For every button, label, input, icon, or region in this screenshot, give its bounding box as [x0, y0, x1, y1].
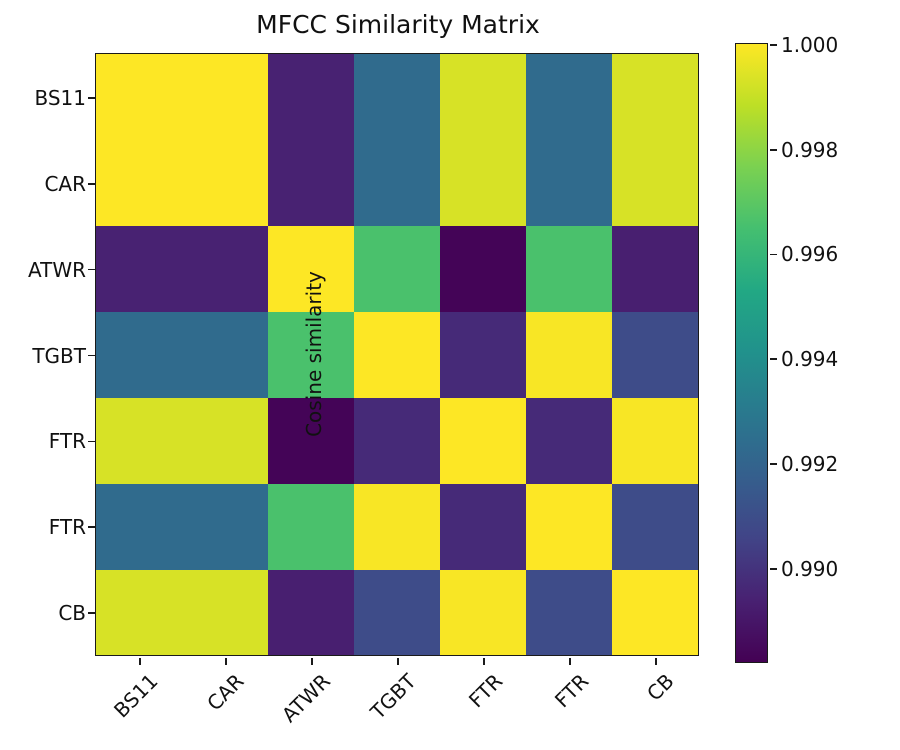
x-axis-tick-label: FTR — [463, 669, 507, 713]
heatmap-cell — [612, 140, 699, 227]
x-axis-tick-label: CB — [642, 669, 679, 706]
x-axis-tick-label: BS11 — [109, 669, 163, 723]
y-tick-mark — [88, 182, 96, 185]
y-tick-mark — [88, 268, 96, 271]
heatmap-cell — [182, 140, 269, 227]
colorbar-tick-label: 1.000 — [781, 33, 839, 57]
x-tick-mark — [225, 657, 227, 665]
y-axis-tick-label: ATWR — [27, 257, 86, 282]
colorbar-label: Cosine similarity — [302, 271, 326, 437]
colorbar-gradient — [736, 44, 768, 663]
heatmap-cell — [612, 569, 699, 656]
heatmap-cell — [612, 397, 699, 484]
colorbar-tick-label: 0.992 — [781, 451, 839, 476]
heatmap-cell — [440, 54, 527, 141]
heatmap-cell — [268, 483, 355, 570]
colorbar-tick-mark — [769, 44, 777, 46]
y-axis-tick-label: FTR — [48, 515, 86, 540]
x-tick-mark — [397, 657, 399, 665]
x-tick-mark — [569, 657, 571, 665]
colorbar-tick-label: 0.990 — [781, 556, 839, 581]
heatmap-cell — [182, 483, 269, 570]
heatmap-cell — [268, 140, 355, 227]
x-tick-mark — [483, 657, 485, 665]
x-tick-mark — [311, 657, 313, 665]
heatmap-cell — [612, 483, 699, 570]
heatmap-cell — [96, 397, 183, 484]
colorbar-tick-mark — [769, 148, 777, 151]
y-tick-mark — [88, 612, 96, 614]
heatmap-cell — [96, 569, 183, 656]
heatmap-cell — [440, 311, 527, 398]
heatmap-cell — [440, 569, 527, 656]
x-axis-tick-label: ATWR — [276, 669, 335, 728]
heatmap-cell — [182, 226, 269, 312]
heatmap-cell — [526, 311, 613, 398]
heatmap-cell — [354, 54, 441, 141]
heatmap-cell — [268, 311, 355, 398]
heatmap-cell — [182, 54, 269, 141]
colorbar-tick-label: 0.998 — [781, 137, 839, 162]
heatmap-cell — [440, 397, 527, 484]
y-tick-mark — [88, 354, 96, 357]
heatmap-cell — [96, 483, 183, 570]
colorbar — [735, 43, 769, 664]
heatmap-cell — [354, 483, 441, 570]
y-axis-tick-label: FTR — [48, 429, 86, 454]
colorbar-tick-mark — [769, 358, 777, 361]
x-tick-mark — [655, 657, 657, 665]
y-axis-tick-label: CB — [58, 601, 86, 626]
chart-title: MFCC Similarity Matrix — [256, 10, 540, 39]
colorbar-tick-mark — [769, 567, 777, 570]
heatmap-cell — [526, 569, 613, 656]
colorbar-tick-mark — [769, 463, 777, 465]
y-axis-tick-label: CAR — [44, 171, 86, 196]
y-tick-mark — [88, 440, 96, 443]
heatmap-cell — [526, 140, 613, 227]
x-axis-tick-label: FTR — [549, 669, 593, 713]
heatmap-cell — [526, 397, 613, 484]
heatmap-cell — [96, 140, 183, 227]
heatmap-cell — [96, 54, 183, 141]
heatmap-cell — [268, 569, 355, 656]
heatmap-cell — [612, 226, 699, 312]
heatmap-cell — [354, 226, 441, 312]
heatmap-cell — [96, 311, 183, 398]
heatmap-cell — [96, 226, 183, 312]
heatmap-cell — [268, 397, 355, 484]
heatmap-cell — [526, 483, 613, 570]
heatmap-cell — [354, 140, 441, 227]
heatmap-cell — [354, 311, 441, 398]
heatmap-cell — [612, 311, 699, 398]
heatmap-cell — [440, 483, 527, 570]
y-axis-tick-label: TGBT — [32, 343, 86, 368]
heatmap-cell — [526, 226, 613, 312]
heatmap-cell — [354, 569, 441, 656]
colorbar-tick-label: 0.996 — [781, 242, 839, 267]
heatmap-cell — [440, 140, 527, 227]
y-axis-tick-label: BS11 — [34, 85, 86, 110]
heatmap-cell — [182, 569, 269, 656]
x-tick-mark — [139, 657, 141, 665]
heatmap-cell — [268, 226, 355, 312]
heatmap-cell — [182, 397, 269, 484]
heatmap-cell — [268, 54, 355, 141]
heatmap-cell — [182, 311, 269, 398]
y-tick-mark — [88, 97, 96, 99]
heatmap-plot — [95, 53, 700, 657]
heatmap-cell — [440, 226, 527, 312]
y-tick-mark — [88, 526, 96, 528]
heatmap-cell — [526, 54, 613, 141]
colorbar-tick-mark — [769, 253, 777, 256]
x-axis-tick-label: TGBT — [366, 669, 421, 724]
heatmap-cell — [354, 397, 441, 484]
heatmap-cell — [612, 54, 699, 141]
x-axis-tick-label: CAR — [202, 669, 249, 716]
colorbar-tick-label: 0.994 — [781, 347, 839, 372]
